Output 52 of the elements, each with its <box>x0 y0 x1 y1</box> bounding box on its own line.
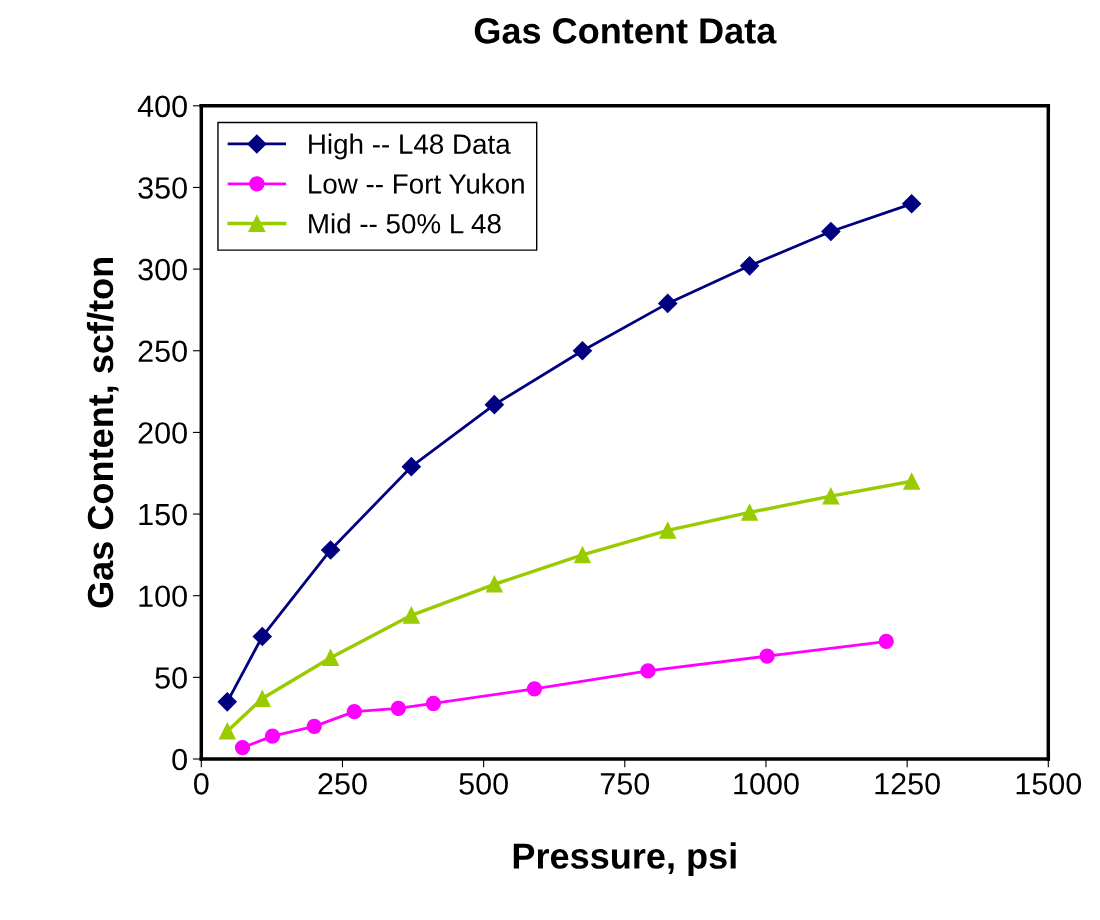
point <box>574 546 591 564</box>
point <box>403 606 420 624</box>
y-tick-label: 50 <box>155 667 187 689</box>
point <box>486 575 503 593</box>
y-tick-label: 300 <box>138 258 187 281</box>
point <box>659 522 677 539</box>
point <box>390 700 407 717</box>
point <box>740 256 760 276</box>
legend-label: Mid -- 50% L 48 <box>309 213 501 234</box>
legend-label: High -- L48 Data <box>309 133 511 160</box>
point <box>306 718 322 734</box>
y-tick-label: 150 <box>139 503 187 526</box>
y-tick-label: 0 <box>172 748 187 771</box>
x-tick-label: 250 <box>318 773 367 795</box>
point <box>903 473 920 490</box>
y-tick-label: 250 <box>138 340 187 363</box>
y-tick-label: 200 <box>138 422 187 444</box>
point <box>217 692 237 712</box>
point <box>401 457 421 477</box>
y-tick-label: 350 <box>138 177 187 199</box>
point <box>572 341 592 361</box>
point <box>759 648 775 664</box>
x-axis-title: Pressure, psi <box>513 842 736 877</box>
x-tick-label: 750 <box>600 773 650 795</box>
point <box>346 704 362 720</box>
point <box>741 504 758 521</box>
point <box>253 690 271 707</box>
point <box>526 681 543 697</box>
chart-title: Gas Content Data <box>474 18 777 44</box>
y-tick-label: 100 <box>139 585 187 608</box>
point <box>218 722 236 740</box>
y-axis-title: Gas Content, scf/ton <box>86 258 119 608</box>
point <box>484 395 504 415</box>
legend-label: Low -- Fort Yukon <box>309 173 524 194</box>
point <box>322 649 339 667</box>
point <box>822 487 840 505</box>
y-tick-label: 400 <box>137 95 187 118</box>
point <box>234 739 251 756</box>
x-tick-label: 1500 <box>1016 773 1082 795</box>
point <box>425 695 442 712</box>
point <box>821 222 841 242</box>
point <box>640 663 656 679</box>
x-tick-label: 1250 <box>875 773 940 795</box>
point <box>878 633 894 650</box>
x-tick-label: 500 <box>459 773 508 795</box>
x-tick-label: 1000 <box>734 773 799 795</box>
point <box>252 626 272 647</box>
point <box>321 540 341 560</box>
x-tick-label: 0 <box>194 773 209 795</box>
point <box>658 293 678 313</box>
point <box>902 194 922 214</box>
point <box>264 728 281 744</box>
